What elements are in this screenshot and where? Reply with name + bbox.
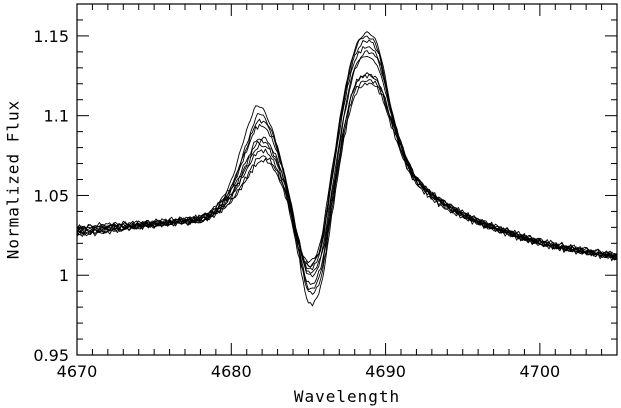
x-axis-title: Wavelength	[294, 387, 400, 406]
x-tick-labels: 4670 4680 4690 4700	[57, 362, 561, 381]
x-tick-label: 4700	[519, 362, 560, 381]
series-layer	[77, 31, 617, 307]
x-tick-label: 4690	[365, 362, 406, 381]
plot-frame	[76, 3, 618, 356]
series-line-5	[77, 79, 617, 295]
x-tick-label: 4670	[57, 362, 98, 381]
y-tick-label: 1	[59, 266, 69, 285]
x-tick-label: 4680	[211, 362, 252, 381]
y-tick-labels: 0.95 1 1.05 1.1 1.15	[33, 27, 69, 365]
y-axis-title: Normalized Flux	[4, 100, 23, 260]
series-line-2	[77, 35, 617, 264]
ticks-layer	[76, 3, 618, 356]
series-line-1	[77, 31, 617, 268]
series-line-10	[77, 39, 617, 268]
y-tick-label: 1.05	[33, 186, 69, 205]
series-line-9	[77, 73, 617, 291]
y-tick-label: 0.95	[33, 346, 69, 365]
y-tick-label: 1.1	[44, 107, 69, 126]
y-tick-label: 1.15	[33, 27, 69, 46]
